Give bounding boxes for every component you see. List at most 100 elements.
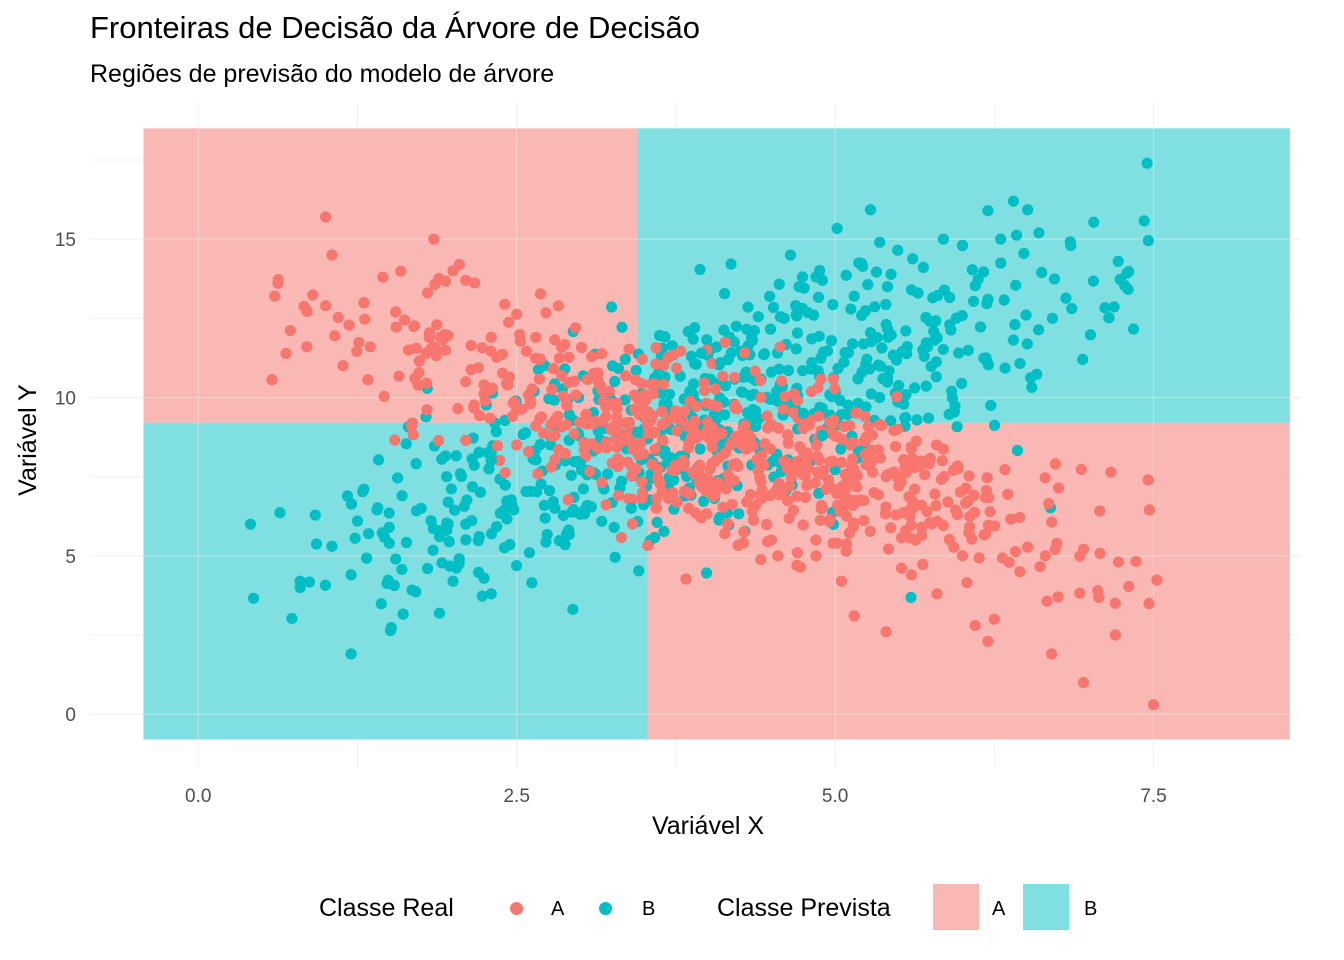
legend-label-predicted-a: A (992, 898, 1006, 920)
point-a (586, 438, 598, 450)
point-b (742, 301, 754, 313)
point-b (458, 500, 470, 512)
point-a (1003, 556, 1015, 568)
point-b (534, 438, 547, 451)
point-a (924, 517, 936, 529)
point-a (702, 472, 714, 484)
point-b (982, 293, 994, 305)
point-a (499, 298, 511, 310)
point-b (1036, 266, 1048, 279)
y-tick-label: 0 (65, 705, 76, 726)
point-a (540, 307, 552, 319)
point-b (928, 334, 940, 346)
point-a (320, 300, 332, 312)
point-a (785, 471, 797, 483)
data-points (244, 157, 1163, 711)
point-b (956, 239, 969, 252)
point-a (755, 475, 767, 488)
point-b (1022, 204, 1034, 216)
point-a (532, 468, 544, 480)
point-b (494, 507, 507, 519)
point-a (850, 407, 862, 419)
point-b (842, 399, 855, 411)
point-a (700, 397, 712, 409)
legend-key-region-a (933, 884, 979, 930)
point-a (533, 353, 545, 366)
point-a (698, 377, 710, 389)
point-b (345, 569, 357, 581)
point-b (1048, 273, 1061, 285)
point-a (968, 489, 980, 501)
point-b (920, 311, 932, 324)
point-a (656, 405, 668, 418)
point-b (548, 394, 560, 406)
point-b (581, 499, 593, 512)
point-b (244, 518, 257, 530)
point-b (383, 521, 395, 533)
point-a (864, 525, 876, 537)
point-a (307, 289, 319, 301)
point-a (686, 431, 698, 443)
point-a (799, 491, 811, 503)
point-a (781, 495, 794, 507)
point-b (694, 443, 706, 455)
point-a (875, 419, 888, 432)
point-b (499, 479, 511, 491)
point-a (961, 577, 973, 589)
point-a (909, 462, 921, 474)
point-a (1014, 566, 1026, 578)
point-b (1021, 338, 1033, 350)
point-a (936, 455, 948, 467)
point-a (612, 453, 624, 465)
point-a (919, 469, 931, 481)
point-a (398, 314, 411, 326)
point-a (777, 403, 789, 415)
point-b (303, 576, 316, 588)
point-a (284, 324, 296, 337)
point-a (706, 457, 718, 469)
point-a (774, 341, 786, 353)
point-a (537, 427, 549, 439)
point-a (439, 344, 452, 356)
point-b (750, 405, 762, 417)
point-a (969, 619, 981, 632)
point-b (905, 284, 918, 296)
point-b (309, 509, 321, 521)
point-b (390, 553, 402, 565)
point-b (532, 364, 545, 376)
point-a (511, 439, 523, 451)
point-b (956, 377, 968, 390)
point-b (848, 290, 860, 302)
point-b (797, 365, 809, 377)
point-b (1007, 195, 1020, 207)
point-a (514, 335, 526, 347)
point-b (758, 349, 770, 361)
point-a (511, 308, 523, 320)
point-b (869, 301, 881, 313)
point-a (562, 376, 575, 389)
point-a (671, 496, 683, 508)
point-a (552, 300, 564, 312)
point-a (755, 449, 768, 462)
point-b (871, 331, 883, 344)
point-a (499, 467, 511, 479)
point-b (969, 280, 981, 292)
point-b (286, 612, 298, 625)
point-b (397, 608, 409, 620)
point-a (390, 321, 402, 333)
point-b (1020, 309, 1032, 321)
point-a (658, 378, 670, 390)
point-b (449, 504, 461, 516)
point-a (1105, 466, 1117, 478)
point-b (520, 485, 532, 498)
point-a (642, 539, 654, 552)
point-b (460, 518, 472, 530)
point-b (925, 360, 937, 373)
point-a (623, 343, 635, 355)
point-b (490, 521, 503, 533)
point-b (694, 263, 706, 276)
point-a (820, 483, 832, 495)
point-a (409, 372, 421, 385)
point-b (651, 516, 663, 528)
point-a (988, 613, 1000, 625)
